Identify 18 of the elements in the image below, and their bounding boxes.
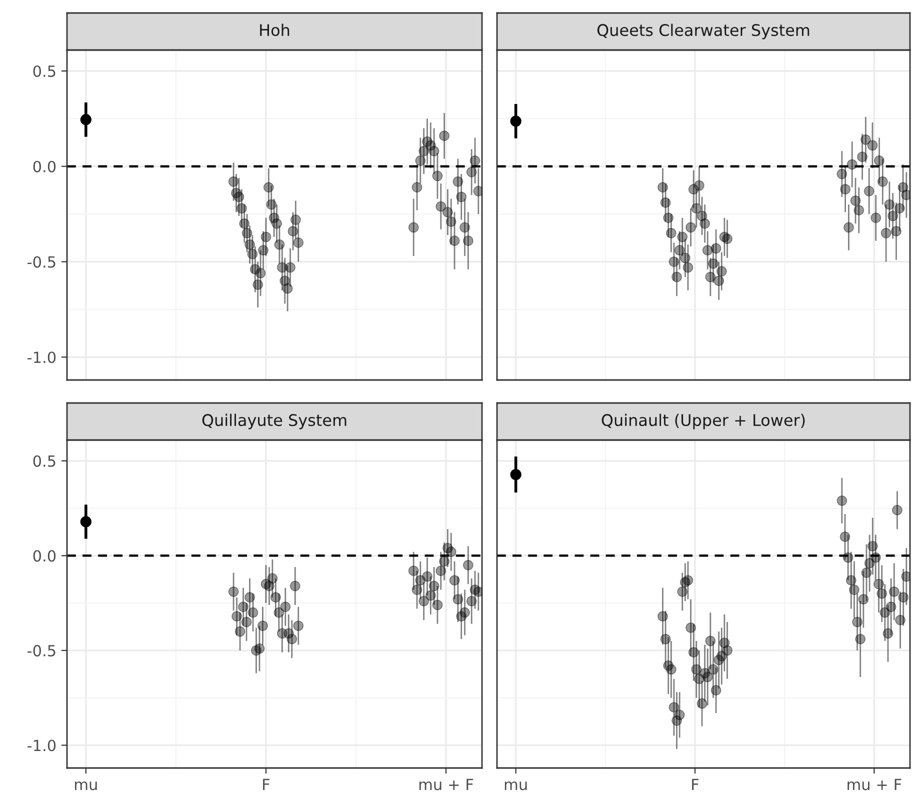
x-tick-label: mu (75, 781, 97, 790)
x-tick-label: F (263, 778, 270, 790)
y-tick-label: 0.0 (33, 160, 56, 172)
y-tick-label: 0.0 (33, 550, 56, 562)
y-tick-label: -0.5 (28, 256, 56, 268)
x-tick-label: mu (504, 781, 527, 790)
x-tick-label: mu + F (419, 778, 474, 790)
chart-title: Quinault (Upper + Lower) (602, 414, 805, 430)
x-tick-label: mu + F (848, 778, 902, 790)
y-tick-label: -1.0 (28, 740, 56, 752)
y-tick-label: 0.5 (33, 455, 56, 467)
y-tick-label: 0.5 (33, 65, 56, 78)
y-tick-label: -1.0 (28, 352, 56, 364)
chart-title: Queets Clearwater System (597, 24, 810, 40)
chart-title: Hoh (260, 24, 290, 36)
chart-title: Quillayute System (202, 414, 346, 430)
y-tick-label: -0.5 (28, 644, 56, 656)
x-tick-label: F (692, 778, 698, 790)
